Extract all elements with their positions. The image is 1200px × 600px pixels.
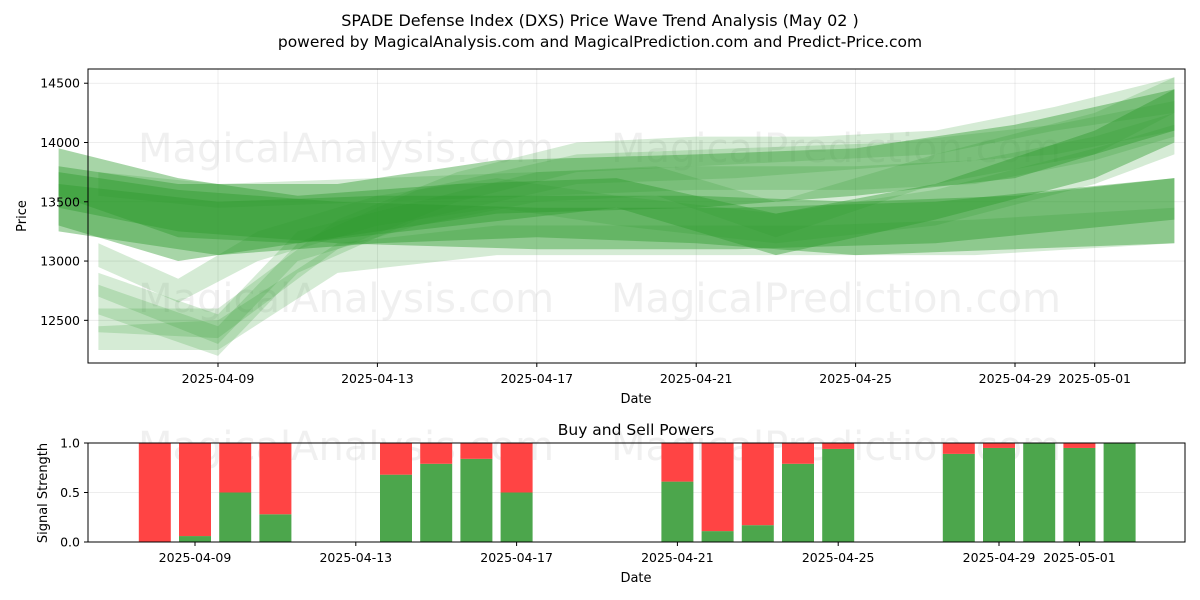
- signal-x-tick-label: 2025-05-01: [1043, 550, 1116, 565]
- sell-bar: [380, 443, 412, 475]
- buy-bar: [942, 453, 975, 542]
- signal-x-tick-label: 2025-04-17: [480, 550, 553, 565]
- price-wave-band: [98, 124, 1175, 303]
- price-wave-band: [98, 207, 1175, 350]
- watermark-text: MagicalPrediction.com: [611, 276, 1061, 322]
- price-wave-band: [98, 77, 1175, 345]
- watermark-text: MagicalAnalysis.com: [138, 276, 554, 322]
- sell-bar: [500, 443, 533, 493]
- price-grid: [88, 69, 1185, 363]
- price-bands: [58, 77, 1175, 356]
- price-y-axis-label: Price: [15, 200, 30, 232]
- buy-bar: [661, 481, 694, 542]
- buy-bar: [782, 463, 814, 542]
- signal-chart-title: Buy and Sell Powers: [558, 421, 715, 439]
- price-wave-band: [58, 172, 1175, 250]
- buy-bar: [983, 447, 1015, 542]
- buy-bar: [420, 463, 453, 542]
- sell-bar: [1063, 443, 1096, 448]
- signal-x-tick-label: 2025-04-09: [159, 550, 232, 565]
- buy-bar: [1023, 443, 1056, 542]
- chart-title: SPADE Defense Index (DXS) Price Wave Tre…: [341, 11, 859, 30]
- buy-bar: [259, 514, 292, 542]
- buy-bar: [500, 492, 533, 542]
- sell-bar: [741, 443, 774, 526]
- signal-x-axis-label: Date: [620, 571, 651, 586]
- sell-bar: [942, 443, 975, 454]
- signal-x-tick-label: 2025-04-29: [963, 550, 1036, 565]
- price-plot-frame: [87, 68, 1186, 364]
- signal-plot: Buy and Sell Powers MagicalAnalysis.com …: [36, 421, 1186, 586]
- buy-bar: [380, 474, 412, 542]
- price-wave-band: [58, 89, 1175, 256]
- price-wave-band: [58, 89, 1175, 261]
- price-plot: MagicalAnalysis.com MagicalPrediction.co…: [15, 68, 1186, 407]
- signal-x-tick-label: 2025-04-21: [641, 550, 714, 565]
- buy-bar: [1063, 447, 1096, 542]
- buy-bar: [219, 492, 252, 542]
- signal-y-tick-label: 1.0: [60, 436, 80, 451]
- buy-bar: [1103, 443, 1136, 542]
- price-wave-band: [98, 101, 1175, 356]
- sell-bar: [460, 443, 493, 459]
- price-y-tick-label: 12500: [40, 313, 80, 328]
- sell-bar: [219, 443, 252, 493]
- buy-bar: [701, 531, 734, 542]
- price-watermarks: MagicalAnalysis.com MagicalPrediction.co…: [138, 126, 1061, 322]
- price-wave-band: [98, 77, 1175, 339]
- price-y-ticks: 12500 13000 13500 14000 14500: [40, 76, 88, 328]
- buy-bar: [741, 525, 774, 542]
- signal-y-tick-label: 0.5: [60, 485, 80, 500]
- price-wave-band: [98, 112, 1175, 208]
- price-x-tick-label: 2025-04-17: [500, 371, 573, 386]
- price-wave-band: [58, 178, 1175, 256]
- sell-bar: [822, 443, 855, 449]
- buy-bar: [822, 448, 855, 542]
- signal-x-ticks: 2025-04-09 2025-04-13 2025-04-17 2025-04-21…: [159, 542, 1116, 565]
- price-x-tick-label: 2025-04-09: [182, 371, 255, 386]
- sell-bar: [420, 443, 453, 464]
- price-x-axis-label: Date: [620, 392, 651, 407]
- price-y-tick-label: 13500: [40, 194, 80, 209]
- chart-subtitle: powered by MagicalAnalysis.com and Magic…: [278, 33, 922, 51]
- signal-y-ticks: 0.0 0.5 1.0: [60, 436, 88, 550]
- signal-x-tick-label: 2025-04-13: [319, 550, 392, 565]
- price-x-tick-label: 2025-04-21: [660, 371, 733, 386]
- price-y-tick-label: 14500: [40, 76, 80, 91]
- watermark-text: MagicalPrediction.com: [611, 126, 1061, 172]
- price-x-tick-label: 2025-04-25: [819, 371, 892, 386]
- price-x-ticks: 2025-04-09 2025-04-13 2025-04-17 2025-04-21…: [182, 363, 1131, 386]
- price-y-tick-label: 13000: [40, 254, 80, 269]
- signal-x-tick-label: 2025-04-25: [802, 550, 875, 565]
- sell-bar: [138, 443, 171, 542]
- buy-bar: [179, 536, 211, 542]
- sell-bar: [983, 443, 1015, 448]
- price-x-tick-label: 2025-04-29: [979, 371, 1052, 386]
- watermark-text: MagicalAnalysis.com: [138, 126, 554, 172]
- price-y-tick-label: 14000: [40, 135, 80, 150]
- buy-bar: [460, 458, 493, 542]
- signal-y-tick-label: 0.0: [60, 535, 80, 550]
- signal-bars: [138, 443, 1136, 542]
- price-x-tick-label: 2025-05-01: [1058, 371, 1131, 386]
- sell-bar: [701, 443, 734, 532]
- sell-bar: [782, 443, 814, 464]
- price-x-tick-label: 2025-04-13: [341, 371, 414, 386]
- signal-y-axis-label: Signal Strength: [36, 443, 51, 543]
- sell-bar: [661, 443, 694, 482]
- sell-bar: [179, 443, 211, 537]
- sell-bar: [259, 443, 292, 515]
